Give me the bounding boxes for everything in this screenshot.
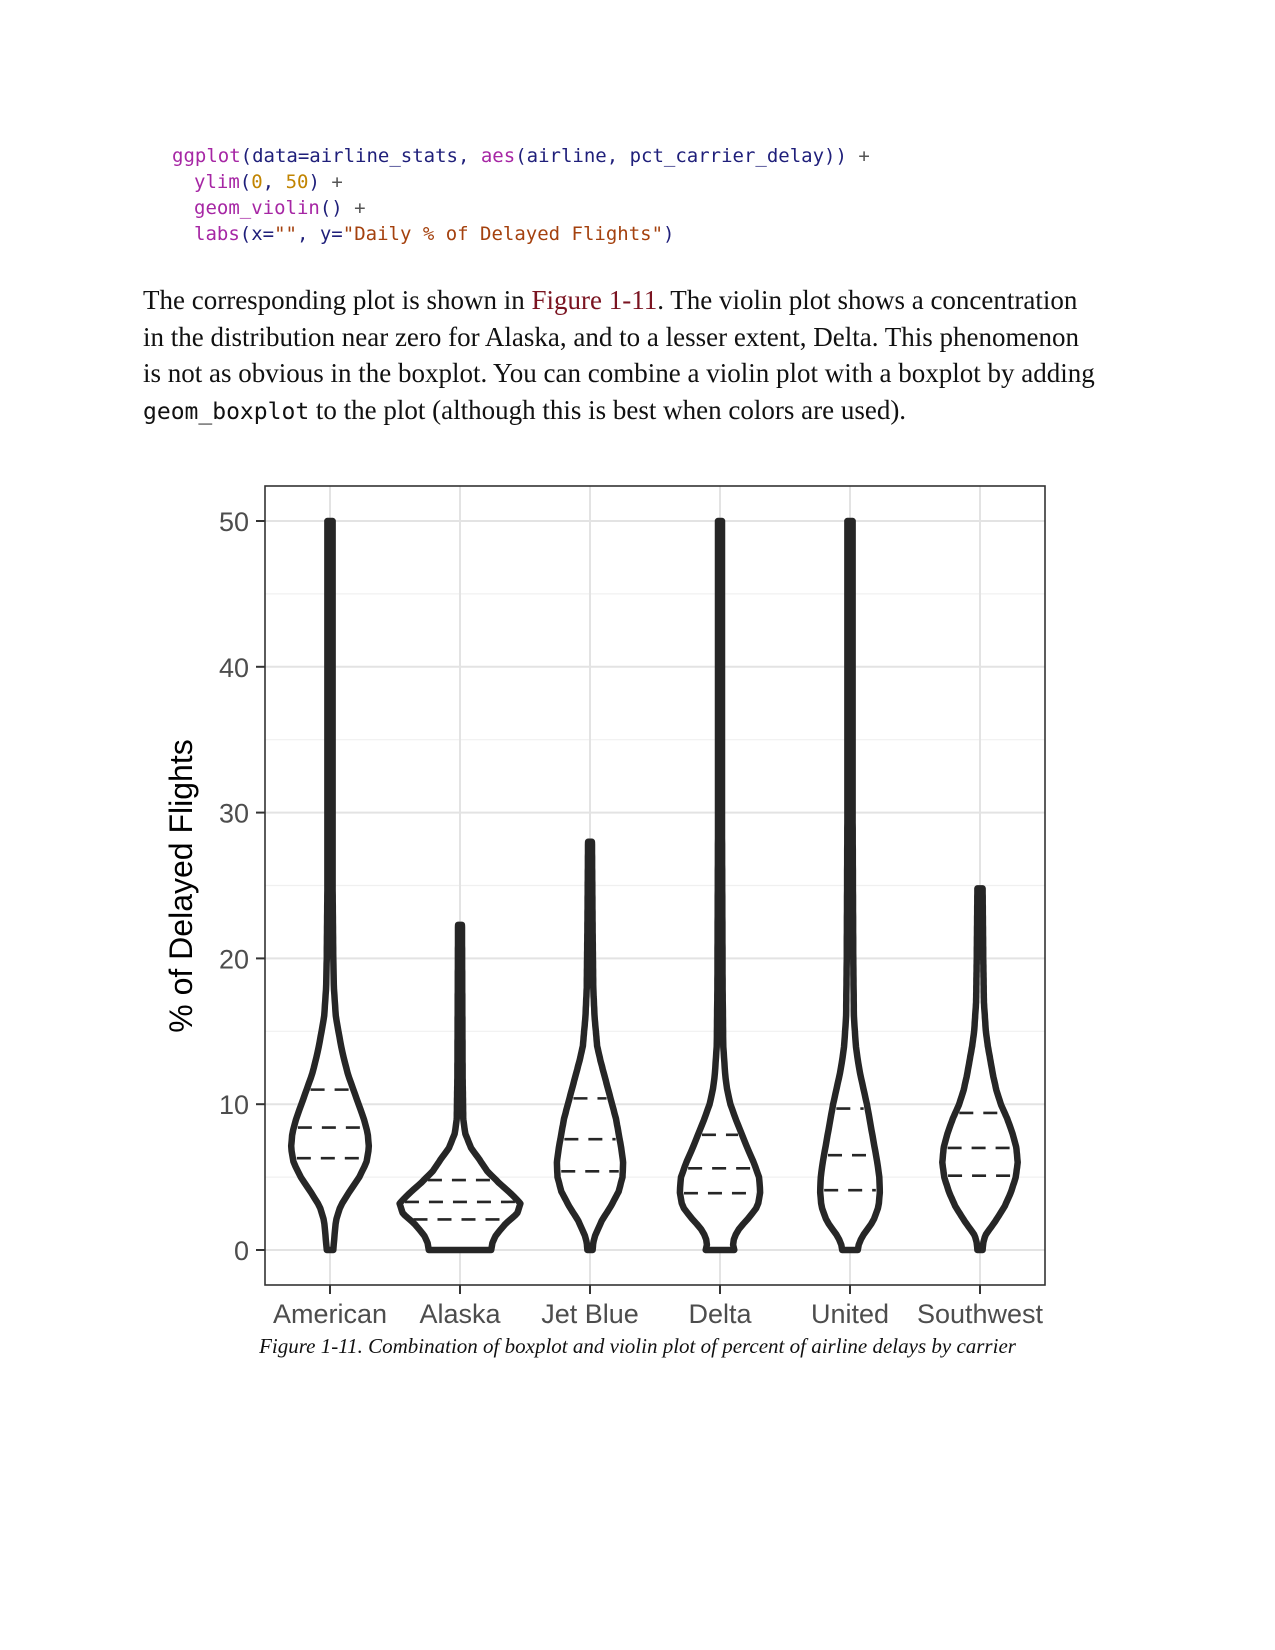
code-line-1: ggplot(data=airline_stats, aes(airline, … bbox=[172, 145, 870, 167]
violin-shape bbox=[939, 885, 1021, 1254]
x-tick-label: Alaska bbox=[419, 1299, 501, 1329]
violin-shape bbox=[396, 921, 524, 1254]
x-tick-label: Jet Blue bbox=[541, 1299, 639, 1329]
y-tick-label: 20 bbox=[219, 944, 249, 974]
y-tick-label: 0 bbox=[234, 1236, 249, 1266]
y-tick-label: 30 bbox=[219, 799, 249, 829]
y-tick-label: 10 bbox=[219, 1090, 249, 1120]
code-line-3: geom_violin() + bbox=[194, 197, 366, 219]
violin-chart-figure: 0 10 20 30 40 50 American Alaska Jet Blue Delta Un… bbox=[150, 480, 1100, 1330]
violin-shape bbox=[287, 517, 373, 1254]
violin-shape bbox=[676, 517, 764, 1254]
paragraph-text: The corresponding plot is shown in bbox=[143, 285, 532, 315]
y-axis-label: % of Delayed Flights bbox=[163, 739, 199, 1032]
plot-panel-border bbox=[264, 485, 1046, 1286]
x-tick-label: Southwest bbox=[917, 1299, 1044, 1329]
violin-chart: 0 10 20 30 40 50 American Alaska Jet Blue Delta Un… bbox=[163, 485, 1046, 1329]
x-tick-label: Delta bbox=[688, 1299, 752, 1329]
code-line-2: ylim(0, 50) + bbox=[194, 171, 343, 193]
code-line-4: labs(x="", y="Daily % of Delayed Flights… bbox=[194, 223, 675, 245]
x-tick-label: American bbox=[273, 1299, 387, 1329]
violin-shape bbox=[553, 838, 627, 1254]
inline-code: geom_boxplot bbox=[143, 398, 310, 425]
violin-shape bbox=[816, 517, 884, 1254]
y-tick-label: 50 bbox=[219, 507, 249, 537]
paragraph-text: . The violin plot shows a concentration … bbox=[143, 285, 1095, 388]
x-tick-label: United bbox=[811, 1299, 889, 1329]
code-block: ggplot(data=airline_stats, aes(airline, … bbox=[172, 143, 870, 247]
figure-caption: Figure 1-11. Combination of boxplot and … bbox=[259, 1334, 1016, 1358]
body-paragraph: The corresponding plot is shown in Figur… bbox=[143, 282, 1103, 430]
y-tick-label: 40 bbox=[219, 653, 249, 683]
figure-link[interactable]: Figure 1-11 bbox=[531, 285, 658, 315]
paragraph-text: to the plot (although this is best when … bbox=[309, 394, 907, 425]
